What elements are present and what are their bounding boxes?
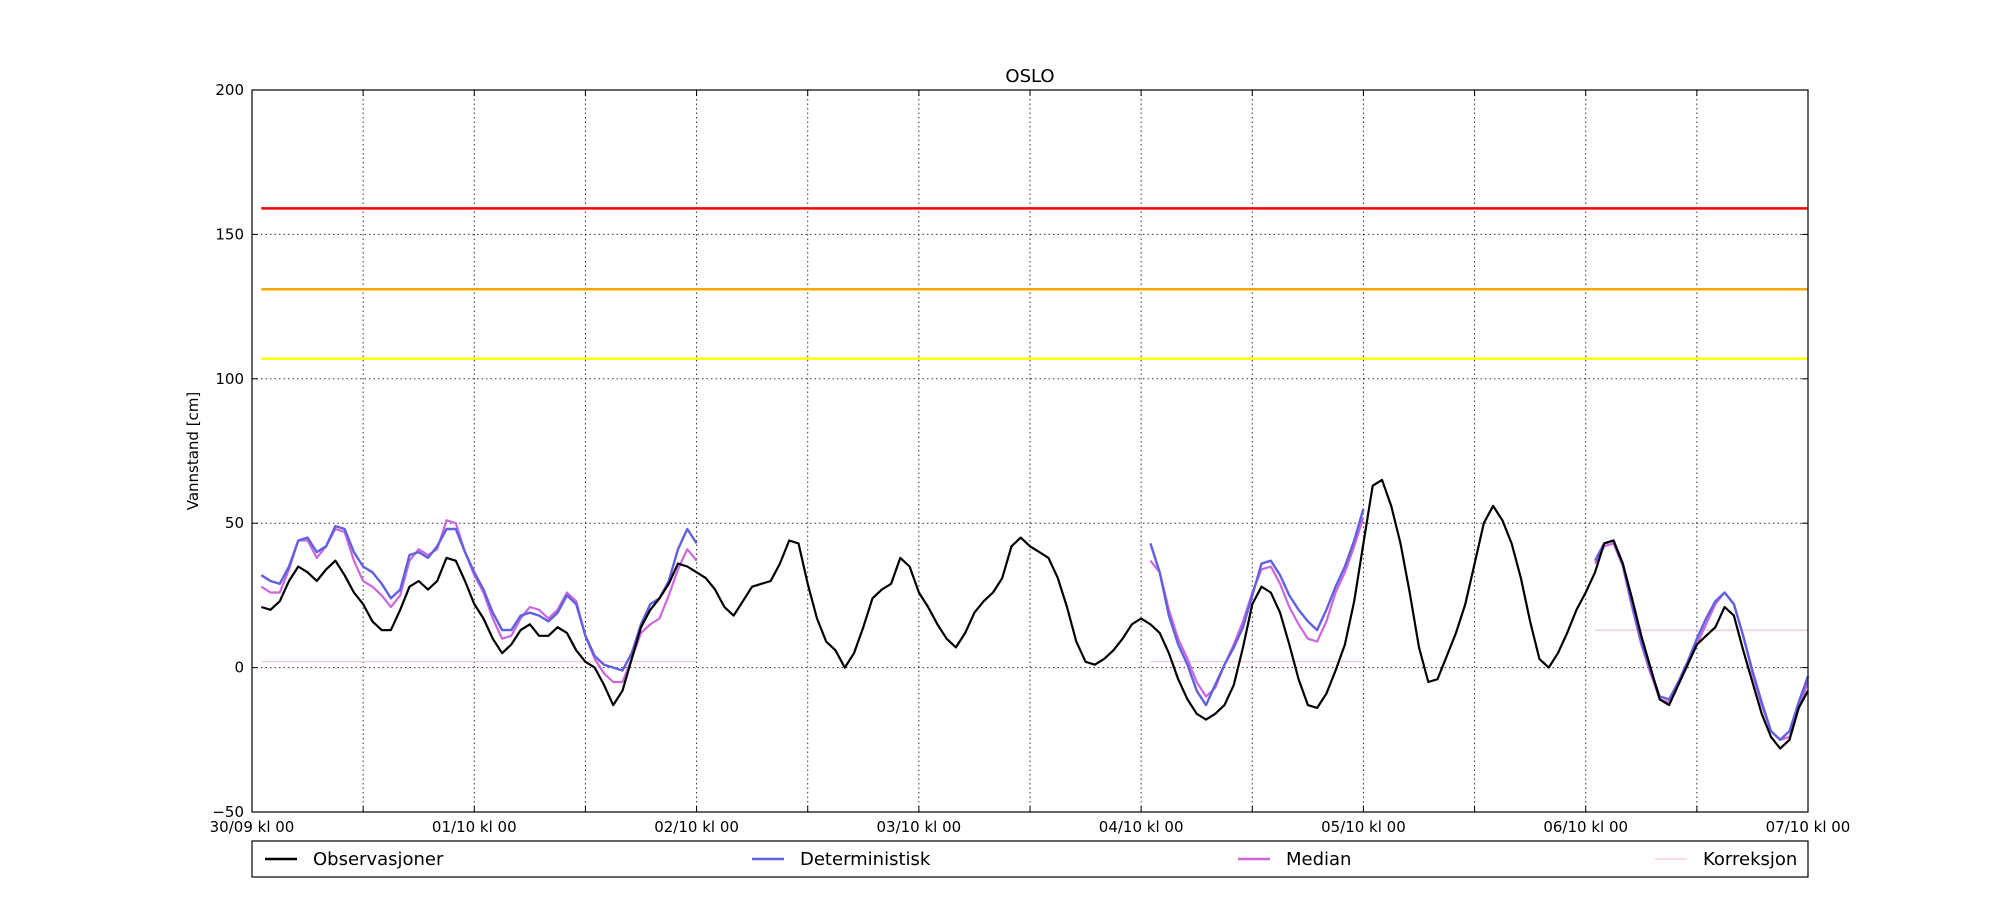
legend-label: Median bbox=[1286, 849, 1351, 870]
x-tick-label: 30/09 kl 00 bbox=[210, 818, 295, 836]
ticks: −50 0 50 100 150 200 30/09 kl 00 01/10 kl 00 02/… bbox=[210, 81, 1851, 836]
x-tick-label: 06/10 kl 00 bbox=[1543, 818, 1628, 836]
y-axis-label: Vannstand [cm] bbox=[184, 392, 202, 511]
legend: Observasjoner Deterministisk Median Korreks… bbox=[251, 840, 1809, 878]
y-tick-label: 50 bbox=[225, 514, 244, 532]
grid bbox=[252, 90, 1808, 812]
legend-frame bbox=[251, 840, 1809, 878]
x-tick-label: 03/10 kl 00 bbox=[876, 818, 961, 836]
legend-label: Observasjoner bbox=[313, 849, 444, 870]
y-tick-label: 200 bbox=[215, 81, 244, 99]
series-korreksjon bbox=[261, 629, 1808, 663]
series-line-deterministisk bbox=[1149, 508, 1365, 707]
x-tick-label: 05/10 kl 00 bbox=[1321, 818, 1406, 836]
series-deterministisk bbox=[260, 508, 1810, 741]
threshold-lines bbox=[261, 207, 1808, 360]
y-tick-label: −50 bbox=[212, 803, 244, 821]
series-line-median bbox=[1149, 517, 1365, 698]
x-tick-label: 02/10 kl 00 bbox=[654, 818, 739, 836]
chart-title: OSLO bbox=[1005, 66, 1054, 87]
series-layer bbox=[260, 478, 1810, 750]
y-tick-label: 150 bbox=[215, 225, 244, 243]
y-tick-label: 100 bbox=[215, 370, 244, 388]
series-median bbox=[260, 517, 1810, 741]
x-tick-label: 07/10 kl 00 bbox=[1766, 818, 1851, 836]
legend-label: Korreksjon bbox=[1703, 849, 1797, 870]
series-line-deterministisk bbox=[260, 524, 698, 672]
series-line-observasjoner bbox=[260, 478, 1809, 750]
y-tick-label: 0 bbox=[234, 659, 244, 677]
legend-label: Deterministisk bbox=[800, 849, 931, 870]
series-observasjoner bbox=[260, 478, 1809, 750]
x-tick-label: 01/10 kl 00 bbox=[432, 818, 517, 836]
series-line-deterministisk bbox=[1593, 539, 1810, 741]
x-tick-label: 04/10 kl 00 bbox=[1099, 818, 1184, 836]
